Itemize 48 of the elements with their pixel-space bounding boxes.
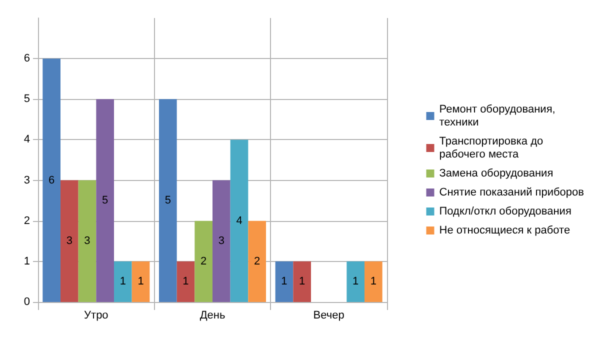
data-label: 1 — [182, 276, 189, 288]
y-tick-label: 6 — [24, 52, 30, 65]
bar — [293, 261, 311, 302]
data-label: 3 — [84, 235, 90, 248]
bar — [275, 261, 294, 302]
bar — [212, 180, 230, 302]
x-tick-label: Утро — [84, 310, 108, 322]
data-label: 3 — [66, 235, 72, 248]
legend-label: Не относящиеся к работе — [439, 224, 570, 236]
legend-label: Замена оборудования — [439, 168, 554, 180]
data-label: 3 — [218, 235, 224, 248]
bar — [78, 180, 96, 302]
bar — [346, 261, 365, 302]
data-label: 1 — [138, 276, 144, 288]
x-tick-label: День — [200, 310, 226, 322]
y-tick-label: 4 — [24, 134, 30, 146]
bar — [194, 220, 212, 302]
bar — [364, 261, 382, 302]
bar — [114, 261, 132, 302]
bar — [230, 140, 248, 302]
legend-label: Ремонт оборудования, техники — [439, 104, 556, 128]
data-label: 1 — [299, 276, 306, 288]
data-label: 2 — [200, 255, 207, 268]
x-tick-label: Вечер — [313, 310, 344, 322]
legend-label: Транспортировка до рабочего места — [439, 136, 544, 160]
y-tick-label: 0 — [24, 296, 30, 308]
bar — [158, 99, 177, 302]
bar — [176, 261, 195, 302]
bar — [248, 220, 266, 302]
data-label: 2 — [254, 255, 260, 268]
data-label: 1 — [281, 276, 288, 288]
data-label: 1 — [120, 276, 126, 288]
y-tick-label: 2 — [24, 214, 30, 227]
bar — [132, 261, 150, 302]
data-label: 1 — [370, 276, 376, 288]
data-label: 6 — [48, 174, 55, 186]
data-label: 4 — [236, 214, 242, 227]
data-label: 5 — [164, 194, 171, 207]
data-label: 5 — [102, 194, 108, 207]
bar — [96, 99, 114, 302]
legend-label: Снятие показаний приборов — [439, 186, 584, 198]
y-tick-label: 5 — [24, 93, 30, 106]
legend-label: Подкл/откл оборудования — [439, 206, 572, 218]
data-label: 1 — [352, 276, 359, 288]
bar — [60, 180, 78, 302]
y-tick-label: 1 — [24, 255, 30, 268]
bar — [42, 58, 60, 302]
y-tick-label: 3 — [24, 174, 30, 186]
